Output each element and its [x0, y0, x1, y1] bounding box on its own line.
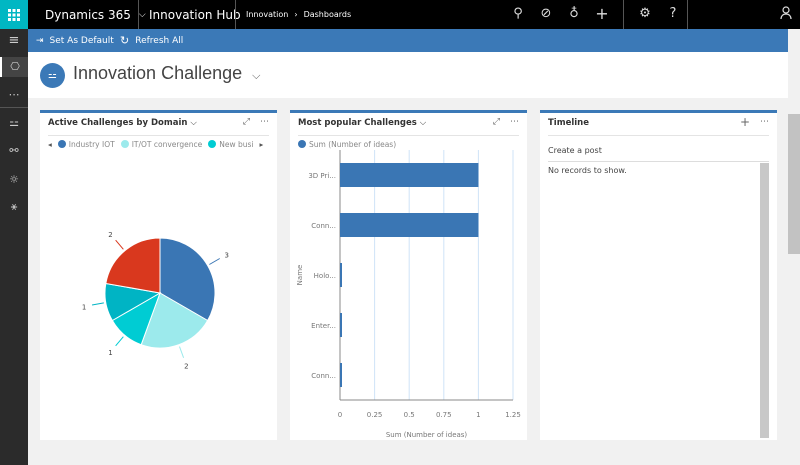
- network-icon[interactable]: ⚹: [10, 200, 18, 213]
- expand-icon[interactable]: ⤢: [242, 117, 250, 127]
- pie-slice[interactable]: [140, 292, 209, 349]
- card-most-popular: Most popular Challenges ⌵ ⤢ ⋯ Sum (Number…: [290, 110, 527, 440]
- scrollbar-thumb[interactable]: [788, 114, 800, 254]
- legend-item[interactable]: IT/OT convergence: [120, 140, 202, 149]
- chart-legend: ◂ Industry IOT IT/OT convergence New bus…: [48, 140, 263, 149]
- y-axis-label: Name: [296, 265, 304, 286]
- chevron-down-icon: ⌵: [252, 70, 261, 82]
- plus-icon[interactable]: +: [739, 115, 750, 129]
- pie-leader-line: [179, 346, 185, 359]
- pie-leader-line: [115, 239, 124, 250]
- hamburger-menu-icon[interactable]: ≡: [8, 33, 20, 48]
- x-tick-label: 1: [476, 411, 480, 419]
- pie-slice[interactable]: [159, 237, 216, 322]
- x-tick-label: 1.25: [505, 411, 521, 419]
- dashboard-nav-icon[interactable]: ⎔: [0, 57, 28, 77]
- help-icon[interactable]: ?: [669, 6, 677, 21]
- pie-slice[interactable]: [105, 237, 161, 294]
- app-launcher-button[interactable]: [0, 0, 28, 29]
- x-axis-label: Sum (Number of ideas): [386, 431, 468, 439]
- card-title: Timeline: [548, 118, 589, 128]
- set-as-default-label: Set As Default: [49, 35, 114, 46]
- legend-item[interactable]: New busi: [208, 140, 253, 149]
- pie-data-label: 1: [108, 349, 112, 357]
- app-name: Dynamics 365: [45, 7, 131, 22]
- y-tick-label: Enter...: [311, 322, 336, 330]
- refresh-icon: ↻: [120, 34, 130, 47]
- top-bar: Dynamics 365 ⌵ Innovation Hub Innovation …: [0, 0, 800, 29]
- page-title: Innovation Challenge: [73, 63, 243, 83]
- empty-message: No records to show.: [548, 166, 627, 175]
- bar[interactable]: [340, 163, 479, 187]
- more-icon[interactable]: ⋯: [8, 88, 20, 101]
- user-icon[interactable]: [778, 6, 794, 22]
- lightbulb-icon[interactable]: ♁: [569, 6, 579, 21]
- expand-icon[interactable]: ⤢: [492, 117, 500, 127]
- pie-data-label: 3: [224, 252, 228, 260]
- bar[interactable]: [340, 363, 342, 387]
- timeline-scrollbar[interactable]: [760, 163, 769, 438]
- bar[interactable]: [340, 313, 342, 337]
- chevron-down-icon: ⌵: [138, 9, 146, 20]
- card-active-challenges: Active Challenges by Domain ⌵ ⤢ ⋯ ◂ Indus…: [40, 110, 277, 440]
- pie-data-label: 1: [82, 303, 86, 311]
- x-tick-label: 0: [338, 411, 342, 419]
- more-icon[interactable]: ⋯: [760, 117, 769, 127]
- legend-next-icon[interactable]: ▸: [259, 140, 264, 149]
- breadcrumb: Innovation › Dashboards: [246, 0, 351, 29]
- search-icon[interactable]: ⚲: [513, 6, 523, 21]
- bar[interactable]: [340, 213, 479, 237]
- breadcrumb-dashboards[interactable]: Dashboards: [303, 10, 352, 19]
- app-name-dropdown[interactable]: Dynamics 365 ⌵: [45, 0, 146, 29]
- legend-prev-icon[interactable]: ◂: [48, 140, 52, 149]
- pie-leader-line: [209, 258, 221, 265]
- set-as-default-button[interactable]: ⇥ Set As Default: [36, 29, 114, 52]
- create-post-input[interactable]: Create a post: [548, 146, 602, 155]
- breadcrumb-innovation[interactable]: Innovation: [246, 10, 289, 19]
- x-tick-label: 0.75: [436, 411, 452, 419]
- legend-item[interactable]: Industry IOT: [57, 140, 115, 149]
- legend-item[interactable]: Sum (Number of ideas): [298, 140, 396, 149]
- page-scrollbar[interactable]: [788, 52, 800, 465]
- dashboard-icon: ⚍: [40, 63, 65, 88]
- y-tick-label: Conn...: [311, 372, 336, 380]
- card-title[interactable]: Active Challenges by Domain ⌵: [48, 118, 197, 128]
- pie-leader-line: [115, 336, 124, 347]
- hub-name[interactable]: Innovation Hub: [149, 7, 241, 22]
- dashboard-selector[interactable]: Innovation Challenge ⌵: [73, 63, 260, 84]
- x-tick-label: 0.5: [404, 411, 415, 419]
- refresh-all-button[interactable]: ↻ Refresh All: [120, 29, 183, 52]
- more-icon[interactable]: ⋯: [510, 117, 519, 127]
- grid-icon: [8, 8, 20, 21]
- pin-icon: ⇥: [36, 35, 44, 46]
- more-icon[interactable]: ⋯: [260, 117, 269, 127]
- chart-legend: Sum (Number of ideas): [298, 140, 396, 149]
- x-tick-label: 0.25: [367, 411, 383, 419]
- bar-chart: 0 0.25 0.5 0.75 1 1.25 3D Pri... Conn... Holo...…: [296, 150, 521, 439]
- bar[interactable]: [340, 263, 342, 287]
- card-timeline: Timeline + ⋯ Create a post No records to …: [540, 110, 777, 440]
- task-icon[interactable]: ⊘: [540, 6, 552, 21]
- dashboard-header: ⚍ Innovation Challenge ⌵: [28, 52, 788, 98]
- pie-data-label: 2: [108, 231, 112, 239]
- gear-icon[interactable]: ⚙: [639, 6, 651, 21]
- refresh-all-label: Refresh All: [135, 35, 184, 46]
- y-tick-label: Conn...: [311, 222, 336, 230]
- command-bar: ⇥ Set As Default ↻ Refresh All: [28, 29, 788, 52]
- plus-icon[interactable]: +: [595, 4, 609, 23]
- idea-icon[interactable]: ☼: [9, 173, 19, 186]
- pie-chart: 3 2 1 1 2: [82, 231, 229, 370]
- left-nav: ≡ ⎔ ⋯ ⚍ ⚯ ☼ ⚹: [0, 29, 28, 465]
- binoculars-icon[interactable]: ⚯: [9, 144, 19, 157]
- pie-data-label: 2: [184, 362, 188, 370]
- challenges-icon[interactable]: ⚍: [9, 116, 19, 129]
- y-tick-label: Holo...: [314, 272, 336, 280]
- y-tick-label: 3D Pri...: [308, 172, 336, 180]
- chevron-right-icon: ›: [294, 10, 298, 19]
- card-title[interactable]: Most popular Challenges ⌵: [298, 118, 427, 128]
- pie-leader-line: [91, 302, 104, 306]
